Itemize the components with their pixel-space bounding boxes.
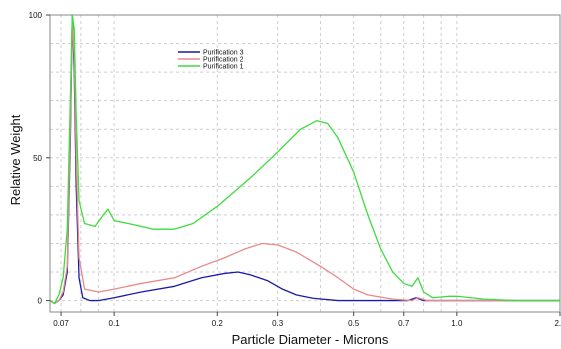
x-tick-label: 0.2 <box>212 319 224 328</box>
x-tick-label: 0.3 <box>272 319 284 328</box>
chart-grid <box>50 14 561 312</box>
y-tick-label: 0 <box>38 297 43 306</box>
legend-label: Purification 1 <box>203 64 244 71</box>
series-line-purification-3 <box>49 14 560 305</box>
x-axis-ticks: 0.07 0.1 0.2 0.3 0.5 0.7 1.0 2.0 <box>53 312 561 328</box>
x-tick-label: 0.1 <box>109 319 121 328</box>
y-axis-title: Relative Weight <box>8 114 23 205</box>
x-tick-label: 0.5 <box>348 319 360 328</box>
y-tick-label: 100 <box>29 11 43 20</box>
x-axis-title: Particle Diameter - Microns <box>232 332 389 347</box>
x-tick-label: 0.7 <box>398 319 410 328</box>
series-line-purification-1 <box>49 14 560 305</box>
x-tick-label: 0.07 <box>53 319 69 328</box>
legend-label: Purification 2 <box>203 57 244 64</box>
plot-area-frame <box>49 14 561 313</box>
x-tick-label: 2.0 <box>554 319 561 328</box>
y-axis-ticks: 0 50 100 <box>29 11 50 306</box>
x-tick-label: 1.0 <box>451 319 463 328</box>
legend-label: Purification 3 <box>203 50 244 57</box>
series-line-purification-2 <box>49 20 560 305</box>
y-tick-label: 50 <box>33 154 42 163</box>
series-layer <box>49 14 560 305</box>
